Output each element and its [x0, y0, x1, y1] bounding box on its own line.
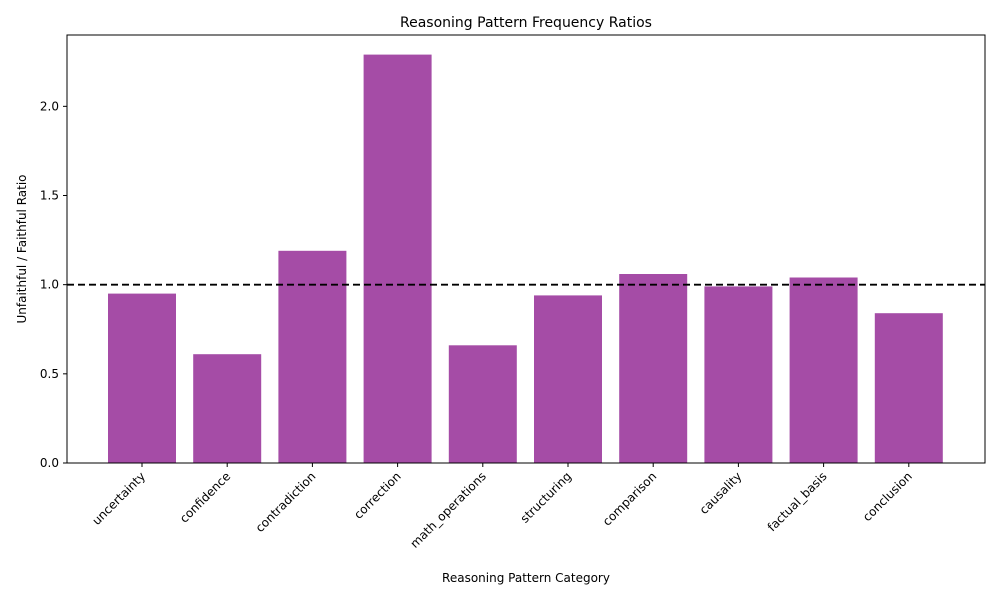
x-tick-label-correction: correction	[351, 469, 404, 522]
bar-comparison	[619, 274, 688, 463]
bar-uncertainty	[108, 293, 176, 463]
x-tick-label-uncertainty: uncertainty	[89, 469, 148, 528]
bar-conclusion	[874, 313, 943, 463]
y-ticks-group: 0.0 0.5 1.0 1.5 2.0	[40, 99, 67, 470]
y-tick-label: 1.0	[40, 278, 59, 292]
y-axis-label: Unfaithful / Faithful Ratio	[15, 174, 29, 323]
bar-structuring	[534, 295, 602, 463]
y-tick-label: 2.0	[40, 99, 59, 113]
x-tick-label-causality: causality	[697, 469, 745, 517]
x-tick-label-confidence: confidence	[177, 469, 233, 525]
x-tick-label-factual-basis: factual_basis	[765, 469, 830, 534]
y-tick-label: 0.0	[40, 456, 59, 470]
x-ticks-group: uncertainty confidence contradiction correc…	[89, 463, 915, 551]
bar-confidence	[193, 354, 262, 463]
chart-title: Reasoning Pattern Frequency Ratios	[400, 15, 652, 31]
bar-contradiction	[278, 250, 347, 463]
bar-factual-basis	[789, 277, 858, 463]
bar-correction	[363, 54, 432, 463]
y-tick-label: 0.5	[40, 367, 59, 381]
x-tick-label-math-operations: math_operations	[407, 469, 488, 550]
y-tick-label: 1.5	[40, 189, 59, 203]
x-tick-label-contradiction: contradiction	[253, 469, 319, 535]
bars-group	[108, 54, 943, 463]
axes-frame	[66, 34, 986, 464]
x-axis-label: Reasoning Pattern Category	[442, 571, 610, 585]
x-tick-label-conclusion: conclusion	[860, 469, 915, 524]
x-tick-label-structuring: structuring	[518, 469, 575, 526]
bar-math-operations	[448, 345, 517, 463]
bar-causality	[704, 286, 773, 463]
x-tick-label-comparison: comparison	[600, 469, 659, 528]
